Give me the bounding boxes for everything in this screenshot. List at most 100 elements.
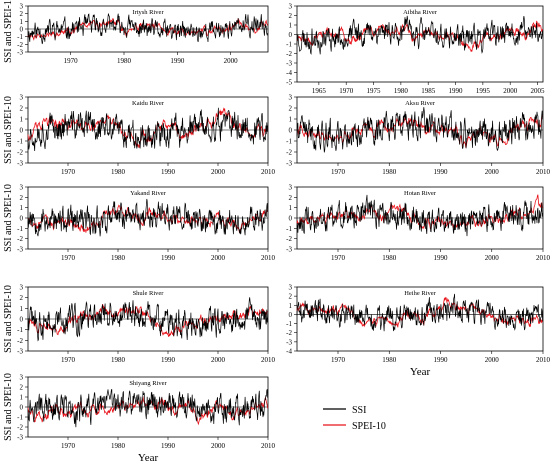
panel-title: Shule River: [133, 290, 165, 297]
plot-frame: [296, 5, 544, 83]
y-tick-label: 1: [289, 302, 293, 310]
x-tick-label: 1990: [449, 87, 464, 95]
y-tick-label: -1: [286, 225, 292, 233]
y-tick-label: 1: [289, 116, 293, 124]
x-tick-label: 2010: [261, 356, 276, 364]
x-tick-label: 1980: [111, 356, 126, 364]
series-line-ssi: [296, 293, 543, 332]
x-tick-label: 2000: [211, 168, 226, 176]
x-tick-label: 1980: [382, 356, 397, 364]
panel-title: Shiyang River: [129, 380, 167, 387]
x-tick-label: 1975: [367, 87, 382, 95]
y-tick-label: 2: [20, 105, 24, 113]
y-tick-label: 2: [289, 12, 293, 20]
x-tick-label: 2010: [261, 168, 276, 176]
series-line-ssi: [27, 297, 268, 342]
x-axis-label: Year: [138, 452, 159, 464]
y-tick-label: -2: [17, 235, 23, 243]
x-tick-label: 2000: [503, 87, 518, 95]
x-tick-label: 1980: [117, 57, 132, 65]
y-tick-label: -2: [286, 329, 292, 337]
x-tick-label: 1990: [434, 168, 449, 176]
y-tick-label: -3: [17, 49, 23, 57]
chart-panel: -3 -2 -1 0 1 2 3 1970 1980 1990 2000 2010 Kaidu Rive…: [3, 94, 276, 177]
y-tick-label: -1: [17, 138, 23, 146]
x-tick-label: 1970: [61, 442, 76, 450]
y-tick-label: -3: [17, 160, 23, 168]
y-axis-label: SSI and SPEI-10: [3, 184, 14, 252]
y-tick-label: -4: [286, 69, 292, 77]
panel-title: Yakand River: [130, 190, 166, 197]
x-tick-label: 2000: [485, 168, 500, 176]
y-tick-label: 1: [20, 394, 24, 402]
y-tick-label: 3: [289, 3, 293, 11]
y-tick-label: 3: [20, 94, 24, 102]
y-tick-label: 3: [289, 94, 293, 102]
chart-panel: -3 -2 -1 0 1 2 3 1970 1980 1990 2000 2010 Shiyang Ri…: [3, 373, 276, 464]
y-tick-label: -3: [286, 60, 292, 68]
y-tick-label: -5: [286, 79, 292, 87]
x-tick-label: 1990: [434, 356, 449, 364]
x-tick-label: 1980: [382, 254, 397, 262]
panel-title: Heihe River: [404, 290, 436, 297]
legend-label-ssi: SSI: [352, 405, 366, 416]
x-tick-label: 1980: [111, 442, 126, 450]
y-axis-label: SSI and SPEI-10: [3, 0, 14, 63]
x-axis-label: Year: [410, 366, 431, 378]
y-tick-label: 0: [20, 127, 24, 135]
y-tick-label: 0: [20, 215, 24, 223]
y-tick-label: 1: [20, 305, 24, 313]
y-tick-label: -2: [17, 424, 23, 432]
series-line-ssi: [296, 107, 543, 153]
y-tick-label: 0: [289, 31, 293, 39]
y-tick-label: -2: [17, 41, 23, 49]
y-tick-label: -4: [286, 348, 292, 356]
x-tick-label: 2010: [261, 254, 276, 262]
y-tick-label: -1: [286, 41, 292, 49]
x-tick-label: 1980: [111, 168, 126, 176]
x-tick-label: 1985: [421, 87, 436, 95]
panel-title: Kaidu River: [132, 100, 165, 107]
x-tick-label: 2010: [536, 356, 550, 364]
chart-panel: -3 -2 -1 0 1 2 3 1970 1980 1990 2000 2010 Shule Rive…: [3, 284, 276, 365]
x-tick-label: 2000: [211, 356, 226, 364]
y-tick-label: 2: [20, 10, 24, 18]
panel-title: Hotan River: [404, 190, 437, 197]
x-tick-label: 1995: [476, 87, 491, 95]
y-tick-label: 0: [289, 311, 293, 319]
panel-title: Aibiha River: [403, 9, 438, 16]
y-tick-label: 3: [20, 284, 24, 292]
chart-panel: -3 -2 -1 0 1 2 3 1970 1980 1990 2000 2010 Yakand Riv…: [3, 184, 276, 263]
x-tick-label: 2000: [224, 57, 239, 65]
x-tick-label: 1990: [170, 57, 185, 65]
y-tick-label: -2: [286, 149, 292, 157]
chart-panel: -3 -2 -1 0 1 2 3 1970 1980 1990 2000 2010 Aksu River: [286, 94, 550, 177]
y-tick-label: 0: [20, 404, 24, 412]
y-tick-label: -1: [286, 320, 292, 328]
x-tick-label: 1970: [331, 254, 346, 262]
y-tick-label: -3: [286, 160, 292, 168]
y-tick-label: 2: [289, 194, 293, 202]
y-tick-label: -1: [17, 414, 23, 422]
y-tick-label: 2: [20, 384, 24, 392]
series-line-ssi: [27, 13, 268, 45]
y-tick-label: 1: [20, 204, 24, 212]
y-axis-label: SSI and SPEI-10: [3, 373, 14, 441]
x-tick-label: 1990: [161, 356, 176, 364]
y-tick-label: -2: [17, 337, 23, 345]
series-line-ssi: [27, 388, 268, 428]
y-tick-label: 2: [20, 194, 24, 202]
y-tick-label: -1: [17, 326, 23, 334]
x-tick-label: 1980: [111, 254, 126, 262]
series-line-ssi: [296, 15, 543, 55]
x-tick-label: 2010: [261, 442, 276, 450]
y-tick-label: 0: [289, 127, 293, 135]
x-tick-label: 1990: [161, 254, 176, 262]
y-tick-label: 2: [289, 105, 293, 113]
y-tick-label: -3: [17, 348, 23, 356]
y-tick-label: 2: [289, 293, 293, 301]
x-tick-label: 2000: [485, 356, 500, 364]
legend: SSI SPEI-10: [323, 405, 386, 432]
y-tick-label: 3: [20, 3, 24, 11]
